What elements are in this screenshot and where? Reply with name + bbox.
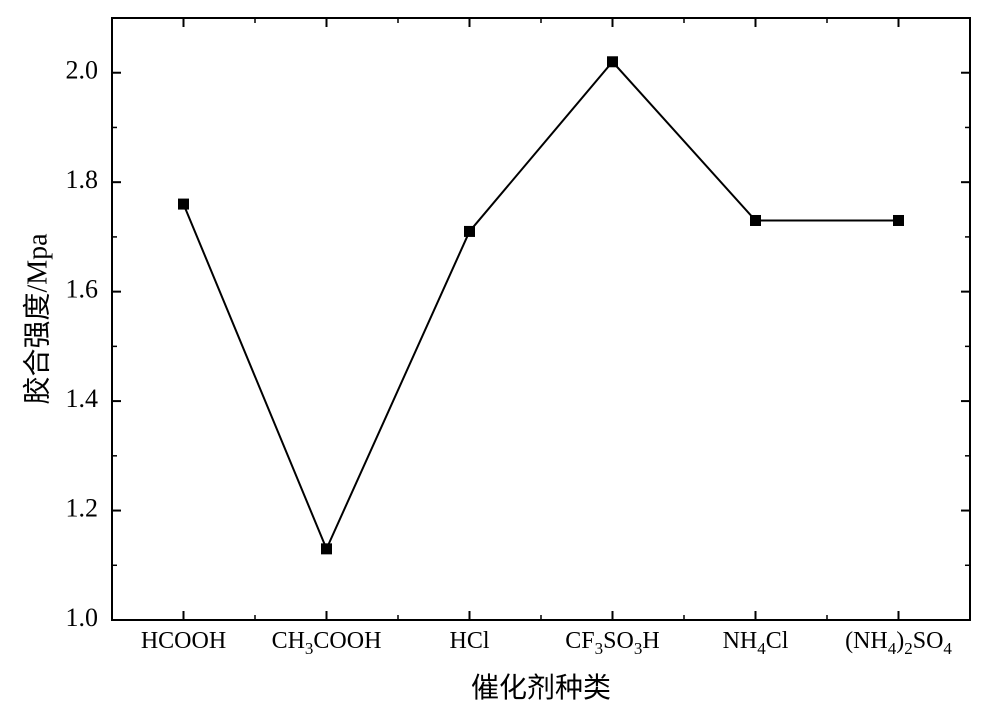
y-tick-label: 1.6 — [66, 275, 99, 304]
y-tick-label: 1.4 — [66, 384, 99, 413]
x-tick-label: NH4Cl — [723, 628, 789, 658]
y-axis-label: 胶合强度/Mpa — [21, 233, 53, 405]
x-tick-label: (NH4)2SO4 — [845, 628, 952, 658]
y-tick-label: 2.0 — [66, 56, 99, 85]
series-marker — [750, 215, 761, 226]
x-tick-label: HCOOH — [141, 628, 226, 654]
line-chart: 1.0 1.2 1.4 1.6 1.8 2.0 胶合强度/Mpa HCOOH CH3COOH HC… — [0, 0, 1000, 712]
series-marker — [607, 56, 618, 67]
series-marker — [321, 543, 332, 554]
x-tick-label: CH3COOH — [272, 628, 382, 658]
x-tick-label: HCl — [449, 628, 489, 654]
y-tick-label: 1.8 — [66, 165, 99, 194]
y-tick-label: 1.0 — [66, 603, 99, 632]
series-marker — [893, 215, 904, 226]
series-marker — [464, 226, 475, 237]
series-marker — [178, 199, 189, 210]
y-tick-label: 1.2 — [66, 494, 99, 523]
chart-bg — [0, 0, 1000, 712]
x-tick-label: CF3SO3H — [565, 628, 659, 658]
x-axis-label: 催化剂种类 — [471, 672, 611, 704]
